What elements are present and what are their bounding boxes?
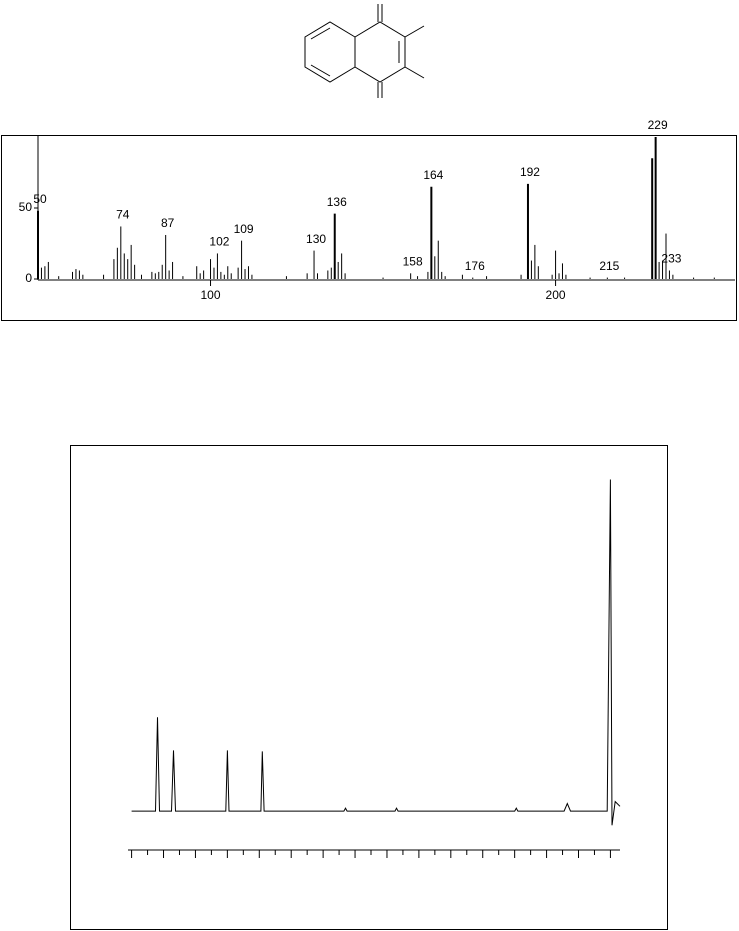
peak-label: 109 — [234, 222, 254, 236]
peak-label: 74 — [116, 208, 130, 222]
peak-label: 215 — [599, 259, 619, 273]
double-bond — [310, 27, 331, 40]
x-tick-label: 100 — [201, 288, 221, 302]
bond — [404, 66, 425, 79]
bond — [404, 25, 425, 38]
ring — [354, 21, 406, 83]
nmr-frame — [70, 445, 668, 930]
ring — [304, 21, 356, 83]
nmr-spectrum — [128, 479, 621, 858]
peak-label: 192 — [520, 165, 540, 179]
peak-label: 229 — [648, 118, 668, 132]
peak-label: 87 — [161, 216, 175, 230]
spectrum-trace — [131, 479, 621, 826]
mass-spectrum: 0 50 100 200 50 74 87 102 109 130 136 158 164 176 192 2… — [19, 118, 735, 302]
double-bond — [310, 64, 331, 77]
peak-label: 50 — [33, 192, 47, 206]
peak-label: 130 — [306, 232, 326, 246]
peak-label: 158 — [403, 254, 423, 268]
y-tick-label: 0 — [25, 271, 32, 285]
ms-frame — [1, 135, 737, 321]
peak-label: 136 — [327, 195, 347, 209]
x-tick-label: 200 — [546, 288, 566, 302]
peak-label: 233 — [661, 252, 681, 266]
peak-label: 102 — [209, 235, 229, 249]
peak-label: 176 — [465, 259, 485, 273]
peak-label: 164 — [423, 168, 443, 182]
molecule-structure — [304, 4, 425, 98]
y-tick-label: 50 — [19, 200, 33, 214]
